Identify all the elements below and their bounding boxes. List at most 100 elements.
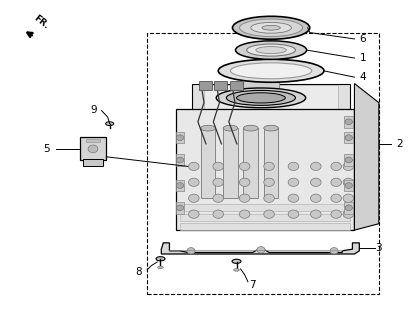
Circle shape [213,162,224,171]
Bar [175,132,184,143]
Circle shape [188,178,199,187]
Circle shape [188,194,199,202]
Ellipse shape [262,25,280,30]
Circle shape [310,210,321,218]
Text: 2: 2 [396,139,403,149]
Text: 4: 4 [360,72,366,82]
Circle shape [213,210,224,218]
Ellipse shape [216,88,306,108]
Bar [344,116,353,127]
Circle shape [345,205,353,211]
Circle shape [176,183,184,188]
Ellipse shape [233,16,310,39]
Circle shape [188,162,199,171]
Text: 7: 7 [250,280,256,290]
Bar [199,81,212,90]
Bar [214,81,227,90]
Bar [175,154,184,166]
Circle shape [345,119,353,124]
Ellipse shape [239,19,303,36]
Ellipse shape [251,22,291,33]
Circle shape [345,183,353,188]
Circle shape [213,194,224,202]
Bar [175,202,184,213]
Circle shape [343,194,354,202]
Circle shape [188,210,199,218]
Circle shape [310,178,321,187]
Ellipse shape [157,266,163,269]
Bar [344,202,353,213]
Circle shape [264,162,274,171]
Circle shape [288,210,299,218]
Bar [344,180,353,191]
Circle shape [331,194,341,202]
Circle shape [343,210,354,218]
Bar [175,109,355,230]
Circle shape [288,194,299,202]
Bar [344,154,353,166]
Ellipse shape [218,59,324,82]
Circle shape [239,194,250,202]
Circle shape [345,157,353,163]
Ellipse shape [226,90,295,105]
Text: 8: 8 [135,267,142,277]
Circle shape [264,178,274,187]
Text: 1: 1 [360,53,366,63]
Circle shape [310,194,321,202]
Ellipse shape [106,122,114,125]
Bar [180,213,350,220]
Bar [223,128,238,198]
Circle shape [257,247,265,253]
Text: 6: 6 [360,34,366,44]
Bar [86,139,100,142]
Polygon shape [161,243,359,254]
Circle shape [176,205,184,211]
Bar [201,128,215,198]
Bar [230,81,243,90]
Ellipse shape [231,63,312,79]
Circle shape [176,135,184,140]
Circle shape [213,178,224,187]
Bar [83,159,103,166]
Circle shape [239,178,250,187]
Ellipse shape [264,125,278,131]
Circle shape [288,162,299,171]
Ellipse shape [256,47,286,53]
Circle shape [88,145,98,153]
Ellipse shape [244,125,258,131]
Circle shape [331,210,341,218]
Ellipse shape [223,125,238,131]
Circle shape [176,157,184,163]
Ellipse shape [237,93,285,103]
Bar [80,137,106,160]
Circle shape [264,194,274,202]
Circle shape [331,178,341,187]
Text: 9: 9 [91,105,98,115]
Bar [180,223,350,230]
Ellipse shape [201,125,215,131]
Circle shape [343,162,354,171]
Bar [244,128,258,198]
Ellipse shape [234,269,239,271]
Circle shape [239,210,250,218]
Bar [175,180,184,191]
Ellipse shape [235,41,307,59]
Bar [243,80,279,98]
Circle shape [345,135,353,140]
Bar [180,204,350,211]
Bar [147,33,379,294]
Circle shape [264,210,274,218]
Circle shape [239,162,250,171]
Polygon shape [355,84,379,230]
Circle shape [187,248,195,254]
Ellipse shape [232,259,241,263]
Bar [264,128,278,198]
Bar [344,132,353,143]
Ellipse shape [156,257,165,261]
Text: 3: 3 [375,243,382,252]
Circle shape [330,248,338,254]
Polygon shape [192,84,350,112]
Circle shape [310,162,321,171]
Circle shape [343,178,354,187]
Text: 5: 5 [44,144,50,154]
